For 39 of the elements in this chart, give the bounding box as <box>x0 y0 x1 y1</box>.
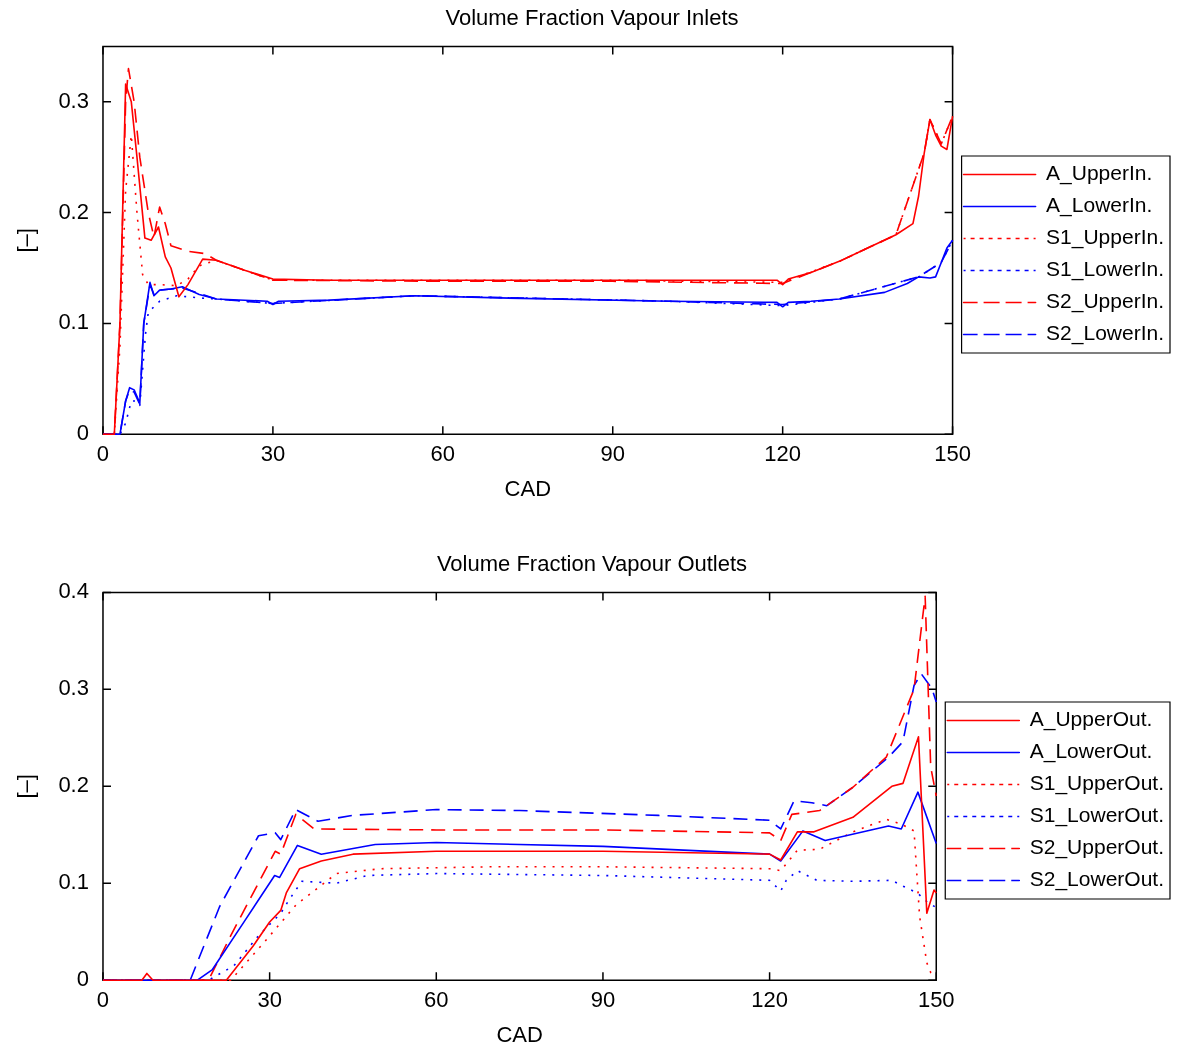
x-tick-label: 120 <box>764 441 802 467</box>
legend-label: S2_UpperOut. <box>1029 835 1165 860</box>
x-tick-label: 120 <box>751 987 788 1013</box>
x-axis-title: CAD <box>504 475 552 501</box>
x-tick-label: 60 <box>424 987 449 1013</box>
x-tick-label: 150 <box>917 987 955 1013</box>
legend-label: A_UpperIn. <box>1046 161 1153 186</box>
x-tick-label: 30 <box>260 441 286 467</box>
legend-label: A_LowerOut. <box>1029 739 1153 764</box>
legend-label: S2_UpperIn. <box>1046 289 1165 314</box>
y-axis-title: [–] <box>13 774 39 799</box>
y-tick-label: 0.4 <box>58 578 89 604</box>
y-tick-label: 0 <box>76 966 89 992</box>
x-axis-title: CAD <box>496 1021 543 1047</box>
x-tick-label: 90 <box>600 441 625 467</box>
y-tick-label: 0.2 <box>58 198 89 224</box>
legend-label: S2_LowerIn. <box>1046 321 1165 346</box>
y-axis-title: [–] <box>13 228 39 253</box>
chart-title: Volume Fraction Vapour Inlets <box>445 5 739 31</box>
x-tick-label: 150 <box>934 441 971 467</box>
x-tick-label: 0 <box>96 987 110 1013</box>
legend-label: S2_LowerOut. <box>1029 867 1165 892</box>
legend-label: S1_UpperOut. <box>1029 771 1165 796</box>
y-tick-label: 0.3 <box>58 675 89 701</box>
legend-label: S1_LowerIn. <box>1046 257 1165 282</box>
x-tick-label: 60 <box>430 441 456 467</box>
x-tick-label: 30 <box>257 987 282 1013</box>
y-tick-label: 0.2 <box>58 772 89 798</box>
legend-label: S1_UpperIn. <box>1046 225 1165 250</box>
legend-label: A_LowerIn. <box>1046 193 1153 218</box>
chart-title: Volume Fraction Vapour Outlets <box>436 551 748 577</box>
legend-label: A_UpperOut. <box>1029 707 1153 732</box>
x-tick-label: 90 <box>590 987 616 1013</box>
y-tick-label: 0 <box>76 420 89 446</box>
x-tick-label: 0 <box>96 441 110 467</box>
y-tick-label: 0.1 <box>58 309 89 335</box>
legend-label: S1_LowerOut. <box>1029 803 1165 828</box>
y-tick-label: 0.1 <box>58 869 89 895</box>
y-tick-label: 0.3 <box>58 87 89 113</box>
